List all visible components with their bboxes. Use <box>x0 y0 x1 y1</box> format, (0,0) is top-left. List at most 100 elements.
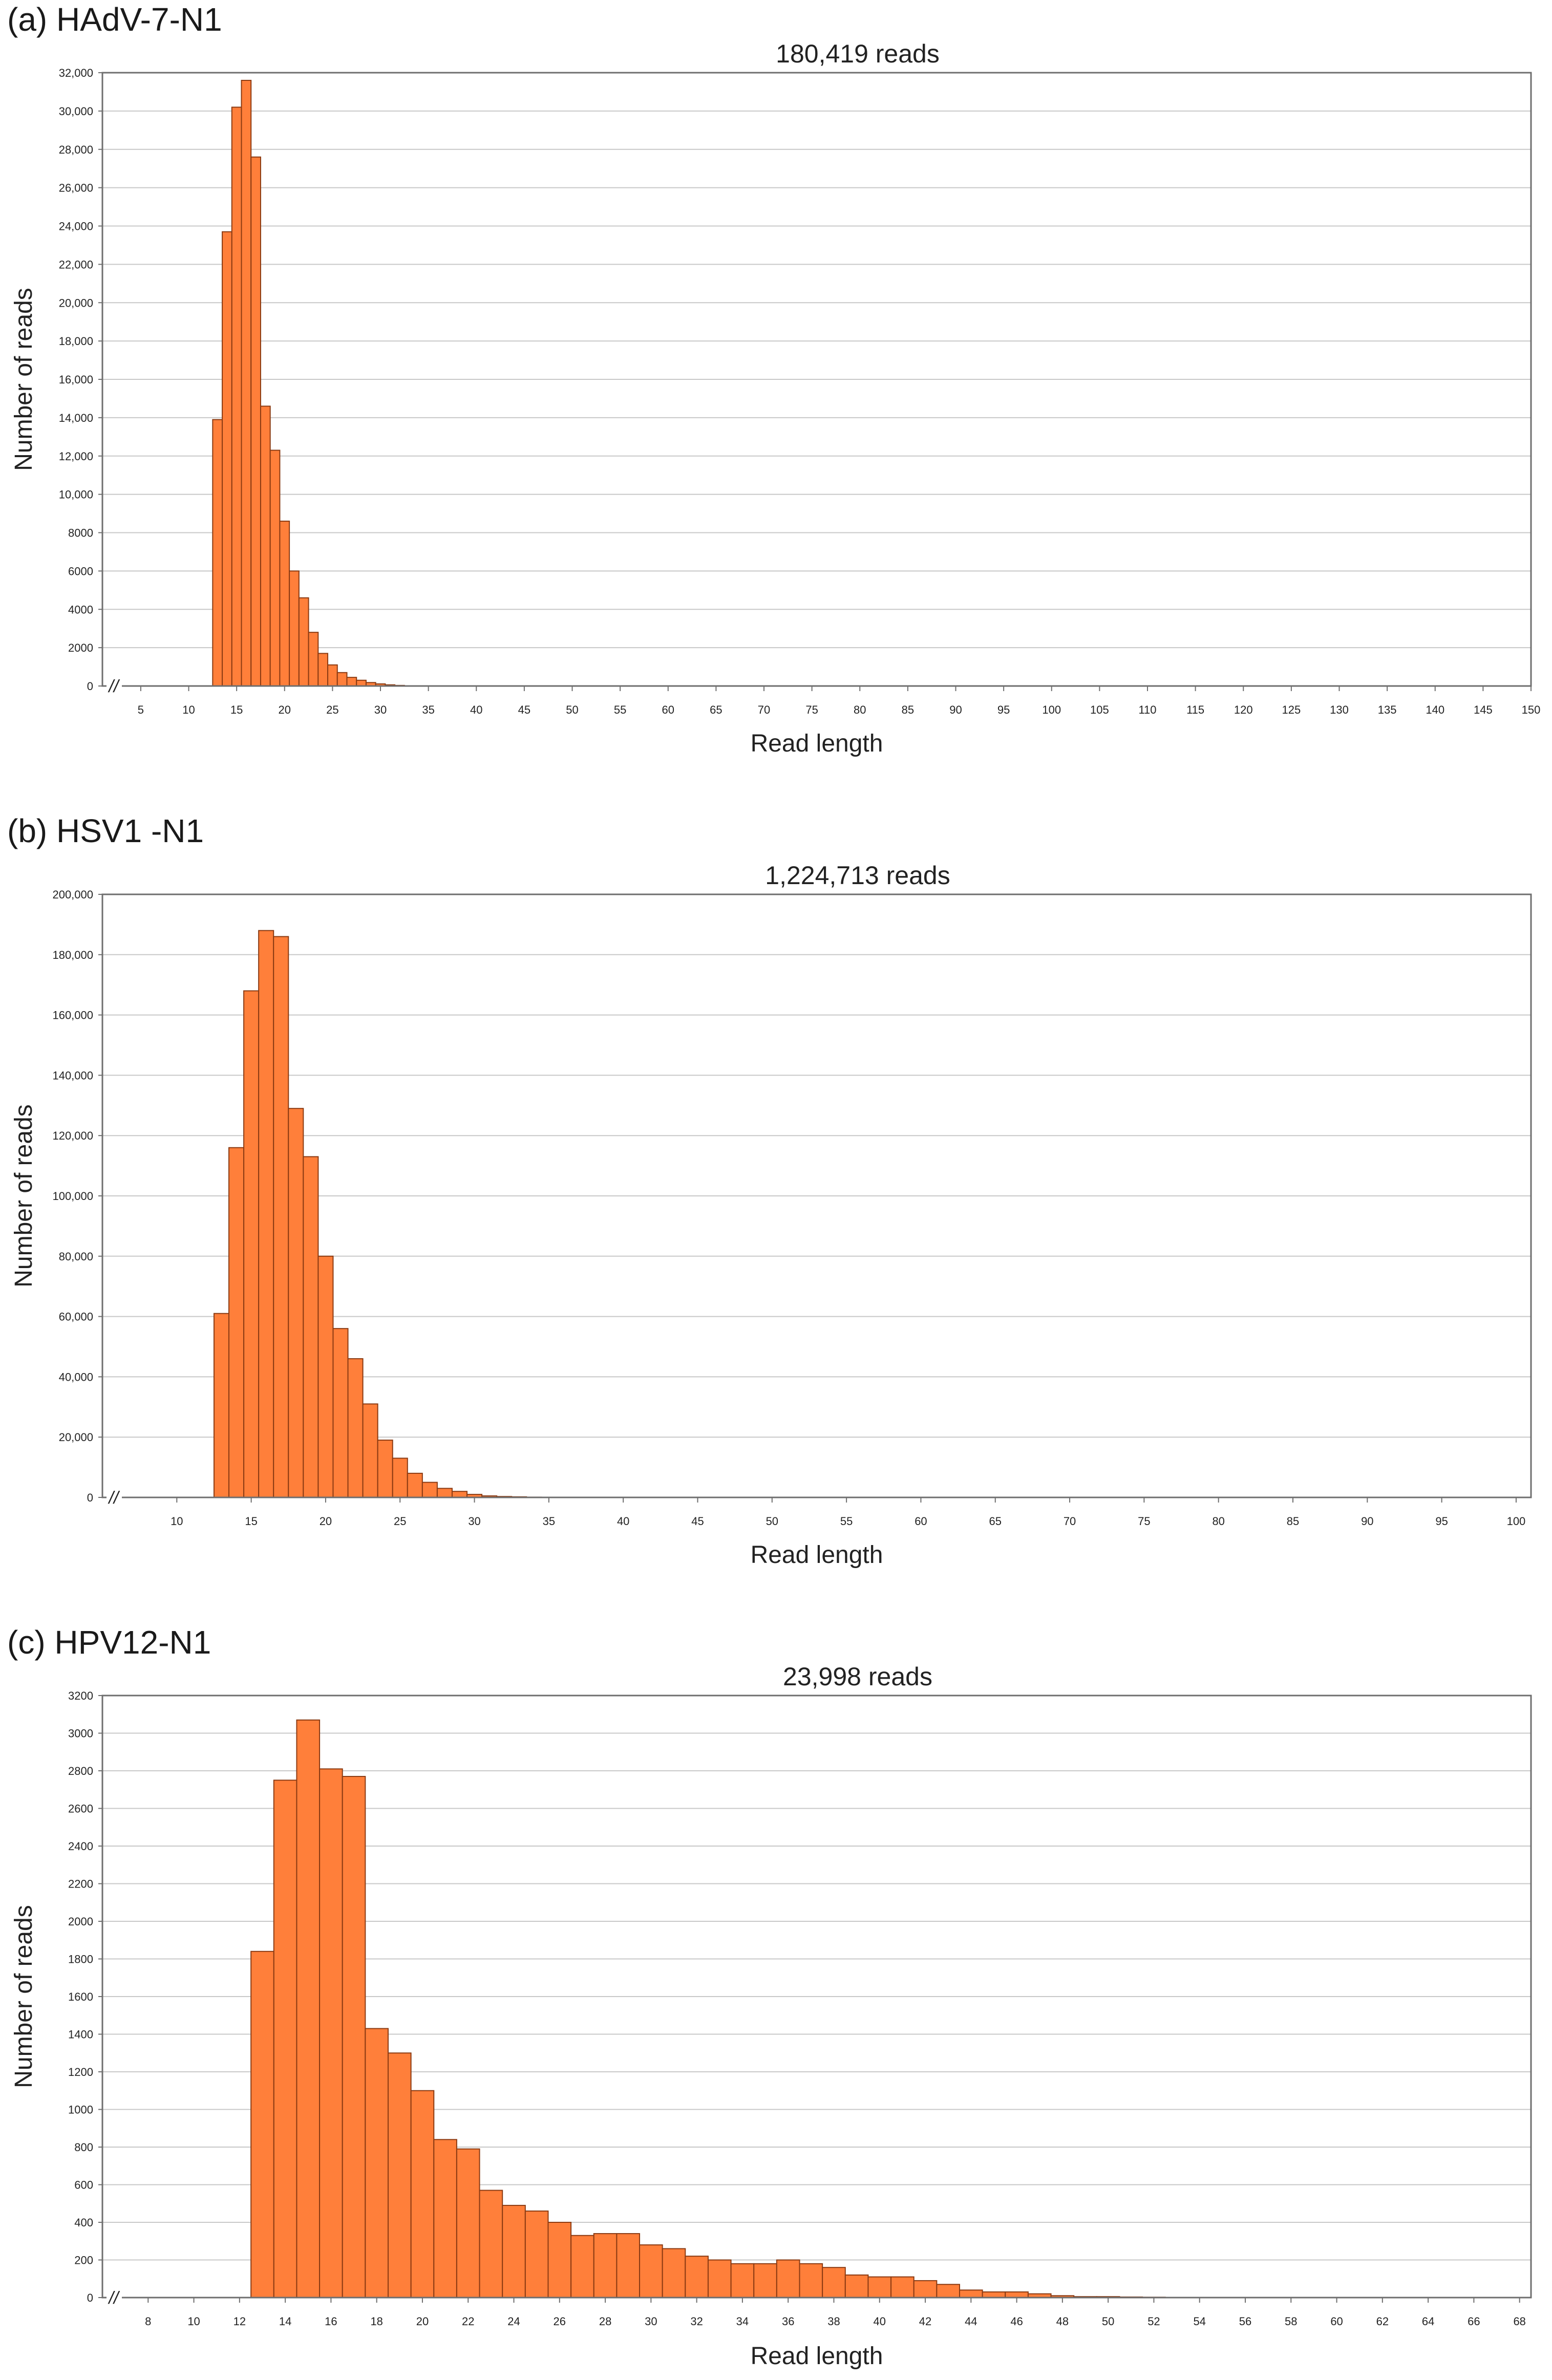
bar <box>890 2276 915 2298</box>
x-tick-label: 45 <box>691 1515 704 1528</box>
y-tick-label: 2800 <box>68 1765 93 1777</box>
bar <box>753 2263 777 2298</box>
x-tick-label: 54 <box>1193 2315 1205 2328</box>
x-axis-title: Read length <box>751 1541 883 1569</box>
x-tick-label: 38 <box>827 2315 840 2328</box>
y-tick-label: 30,000 <box>59 105 93 118</box>
y-tick-label: 2000 <box>68 1915 93 1928</box>
y-tick-label: 32,000 <box>59 67 93 79</box>
x-tick-label: 5 <box>138 703 144 716</box>
x-tick-label: 150 <box>1522 703 1541 716</box>
y-axis-title: Number of reads <box>10 1905 37 2088</box>
panel-a: (a) HAdV-7-N1 0 2000 4000 6000 8000 10,000 12,… <box>0 0 1552 768</box>
y-tick-label: 180,000 <box>52 949 93 961</box>
bar <box>479 2190 503 2299</box>
bar <box>317 1255 334 1498</box>
y-tick-label: 20,000 <box>59 1431 93 1444</box>
x-tick-label: 25 <box>394 1515 406 1528</box>
y-tick-label: 120,000 <box>52 1129 93 1142</box>
x-tick-label: 105 <box>1090 703 1109 716</box>
x-tick-label: 20 <box>320 1515 332 1528</box>
bar <box>241 79 252 687</box>
x-tick-label: 30 <box>645 2315 657 2328</box>
y-tick-label: 160,000 <box>52 1009 93 1022</box>
axis-break-marker: // <box>108 2288 120 2308</box>
bar <box>524 2210 549 2298</box>
y-tick-label: 0 <box>87 2291 93 2304</box>
x-tick-label: 60 <box>662 703 674 716</box>
y-tick-label: 1400 <box>68 2028 93 2041</box>
x-tick-label: 35 <box>543 1515 555 1528</box>
bar <box>250 156 261 687</box>
x-tick-label: 55 <box>840 1515 853 1528</box>
x-tick-label: 48 <box>1056 2315 1069 2328</box>
y-tick-label: 200 <box>74 2254 93 2267</box>
bar <box>347 1358 364 1498</box>
axis-break-marker: // <box>108 1488 120 1508</box>
x-tick-label: 16 <box>325 2315 337 2328</box>
x-tick-label: 45 <box>518 703 530 716</box>
x-tick-label: 120 <box>1234 703 1253 716</box>
y-tick-label: 200,000 <box>52 888 93 901</box>
x-tick-label: 70 <box>1064 1515 1076 1528</box>
chart-title: 23,998 reads <box>783 1662 932 1691</box>
bar <box>260 405 271 687</box>
bar <box>959 2289 983 2299</box>
bar <box>332 1328 349 1498</box>
bar <box>730 2263 755 2298</box>
x-tick-label: 15 <box>245 1515 257 1528</box>
x-tick-label: 30 <box>374 703 387 716</box>
x-tick-label: 80 <box>854 703 866 716</box>
bar <box>685 2256 709 2299</box>
y-tick-label: 1800 <box>68 1953 93 1966</box>
panel-label: (a) HAdV-7-N1 <box>7 1 222 38</box>
y-tick-label: 0 <box>87 680 93 693</box>
bar <box>436 1488 453 1498</box>
y-tick-label: 18,000 <box>59 335 93 348</box>
x-tick-label: 115 <box>1186 703 1204 716</box>
bar <box>319 1768 343 2299</box>
bar <box>289 570 300 687</box>
bar <box>213 1313 230 1498</box>
x-tick-label: 130 <box>1330 703 1349 716</box>
y-tick-label: 600 <box>74 2179 93 2192</box>
chart-b: 0 20,000 40,000 60,000 80,000 100,000 120,000 1… <box>10 861 1532 1569</box>
bar <box>279 521 290 687</box>
bar <box>547 2222 572 2298</box>
x-tick-label: 10 <box>171 1515 183 1528</box>
x-tick-label: 50 <box>1102 2315 1114 2328</box>
x-tick-label: 22 <box>462 2315 474 2328</box>
x-tick-label: 58 <box>1285 2315 1297 2328</box>
bar <box>212 419 223 687</box>
x-tick-label: 25 <box>326 703 338 716</box>
panel-c: (c) HPV12-N1 0 200 400 600 800 1000 1200 1400 16… <box>0 1623 1552 2380</box>
bar <box>936 2284 960 2299</box>
x-tick-label: 12 <box>233 2315 246 2328</box>
x-tick-label: 50 <box>566 703 578 716</box>
x-tick-label: 95 <box>1435 1515 1448 1528</box>
x-tick-label: 35 <box>422 703 434 716</box>
y-tick-label: 1600 <box>68 1990 93 2003</box>
bar <box>421 1482 438 1498</box>
bar <box>776 2259 800 2298</box>
x-tick-label: 64 <box>1422 2315 1434 2328</box>
bar <box>258 930 274 1498</box>
y-tick-label: 2600 <box>68 1803 93 1815</box>
x-tick-label: 10 <box>182 703 195 716</box>
y-tick-label: 60,000 <box>59 1311 93 1323</box>
axis-break-marker: // <box>108 677 120 696</box>
x-tick-label: 125 <box>1282 703 1301 716</box>
x-tick-label: 40 <box>470 703 482 716</box>
x-tick-label: 110 <box>1138 703 1156 716</box>
x-tick-label: 10 <box>187 2315 200 2328</box>
bar <box>231 106 242 687</box>
x-tick-label: 68 <box>1513 2315 1525 2328</box>
bar <box>456 2148 480 2299</box>
y-axis-title: Number of reads <box>10 1104 37 1288</box>
y-tick-label: 80,000 <box>59 1250 93 1263</box>
x-tick-label: 65 <box>710 703 722 716</box>
bar <box>799 2263 823 2298</box>
x-tick-label: 32 <box>690 2315 703 2328</box>
y-tick-label: 16,000 <box>59 373 93 386</box>
panel-b: (b) HSV1 -N1 0 20,000 40,000 60,000 80,000 10… <box>0 811 1552 1579</box>
